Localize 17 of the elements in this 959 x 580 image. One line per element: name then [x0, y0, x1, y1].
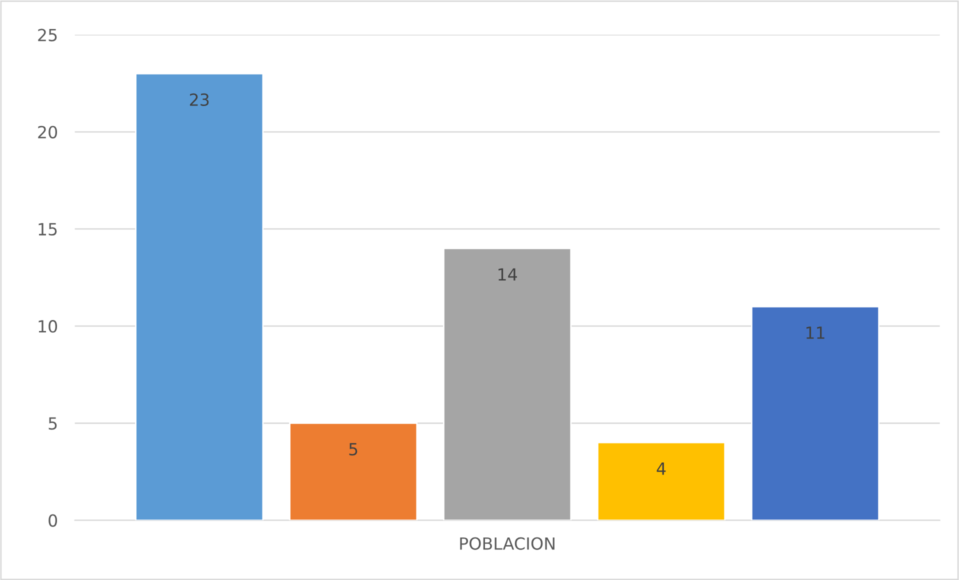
- y-tick-label: 0: [48, 514, 58, 527]
- data-label: 5: [349, 443, 358, 456]
- bar: [135, 72, 264, 520]
- y-tick-label: 25: [38, 28, 57, 42]
- bar: [443, 248, 572, 520]
- data-label: 4: [656, 462, 666, 475]
- y-tick-label: 15: [38, 223, 57, 236]
- data-label: 14: [498, 268, 517, 281]
- data-label: 11: [806, 326, 824, 339]
- bar: [597, 442, 726, 520]
- y-tick-label: 10: [38, 320, 58, 333]
- y-tick-label: 5: [48, 417, 57, 430]
- data-label: 23: [190, 93, 209, 106]
- x-tick-label: POBLACION: [460, 537, 554, 550]
- y-tick-label: 20: [38, 126, 58, 138]
- bar: [750, 306, 880, 520]
- bar: [289, 422, 418, 520]
